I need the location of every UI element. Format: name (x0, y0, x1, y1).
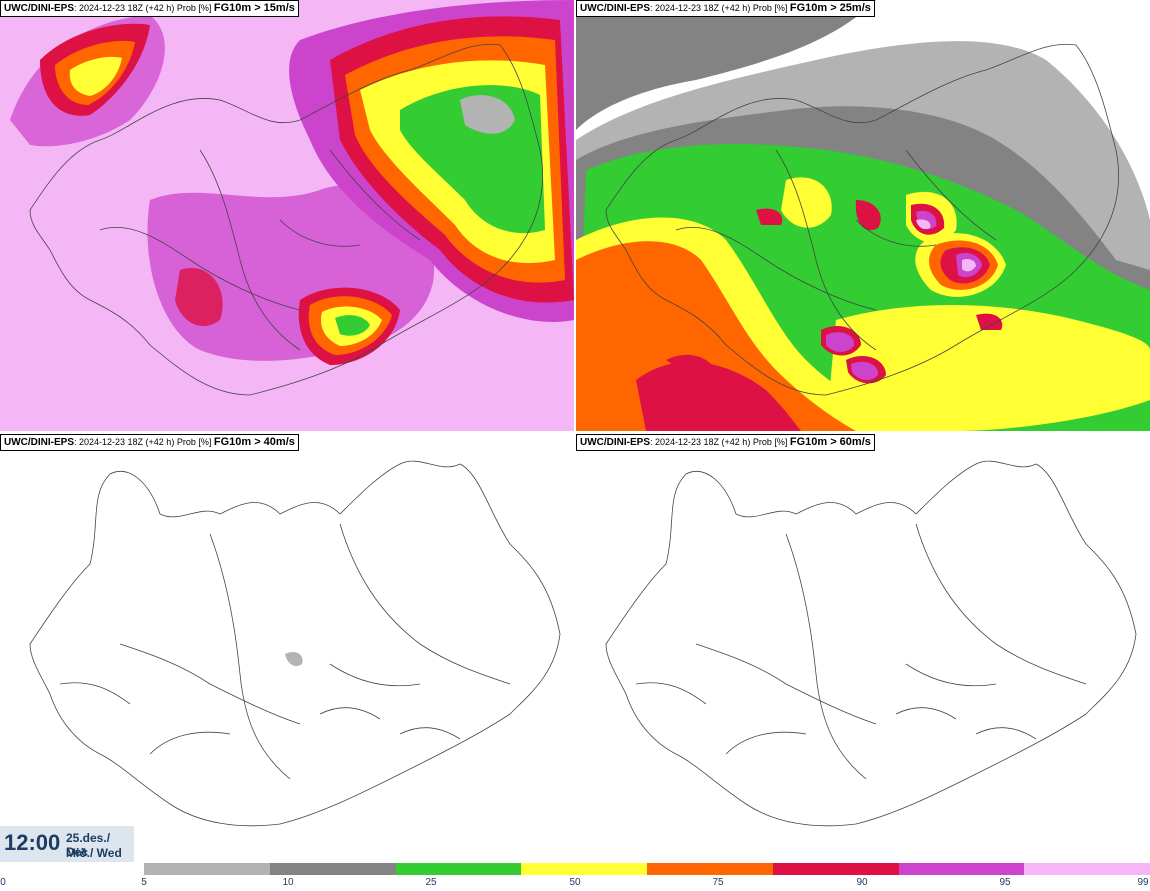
valid-time-box: 12:00 25.des./ Dec Mið./ Wed (0, 826, 134, 862)
map-panel-fg10m-40: UWC/DINI-EPS: 2024-12-23 18Z (+42 h) Pro… (0, 434, 574, 860)
colorbar-segment (521, 863, 647, 875)
panel-title: UWC/DINI-EPS: 2024-12-23 18Z (+42 h) Pro… (0, 434, 299, 451)
map-panel-fg10m-15: UWC/DINI-EPS: 2024-12-23 18Z (+42 h) Pro… (0, 0, 574, 431)
colorbar-segment (772, 863, 899, 875)
panel-title: UWC/DINI-EPS: 2024-12-23 18Z (+42 h) Pro… (0, 0, 299, 17)
map-panel-fg10m-25: UWC/DINI-EPS: 2024-12-23 18Z (+42 h) Pro… (576, 0, 1150, 431)
probability-map (576, 434, 1150, 860)
probability-map (0, 0, 574, 431)
colorbar-tick-label: 0 (0, 877, 6, 888)
colorbar-segment (647, 863, 773, 875)
colorbar-segment (269, 863, 396, 875)
colorbar-segment (898, 863, 1025, 875)
probability-colorbar (144, 863, 1150, 875)
panel-title: UWC/DINI-EPS: 2024-12-23 18Z (+42 h) Pro… (576, 434, 875, 451)
colorbar-tick-label: 10 (282, 877, 294, 888)
colorbar-segment (1024, 863, 1150, 875)
colorbar-tick-label: 5 (141, 877, 147, 888)
valid-time: 12:00 (4, 830, 61, 855)
colorbar-tick-label: 95 (999, 877, 1011, 888)
colorbar-tick-label: 25 (425, 877, 437, 888)
probability-map (0, 434, 574, 860)
colorbar-tick-label: 90 (856, 877, 868, 888)
colorbar-tick-label: 50 (569, 877, 581, 888)
colorbar-segment (395, 863, 522, 875)
panel-title: UWC/DINI-EPS: 2024-12-23 18Z (+42 h) Pro… (576, 0, 875, 17)
valid-weekday: Mið./ Wed (66, 846, 122, 860)
probability-map (576, 0, 1150, 431)
colorbar-tick-label: 75 (712, 877, 724, 888)
valid-date: 25.des./ Dec (66, 831, 111, 859)
colorbar-segment (144, 863, 270, 875)
colorbar-tick-label: 99 (1137, 877, 1149, 888)
map-panel-fg10m-60: UWC/DINI-EPS: 2024-12-23 18Z (+42 h) Pro… (576, 434, 1150, 860)
